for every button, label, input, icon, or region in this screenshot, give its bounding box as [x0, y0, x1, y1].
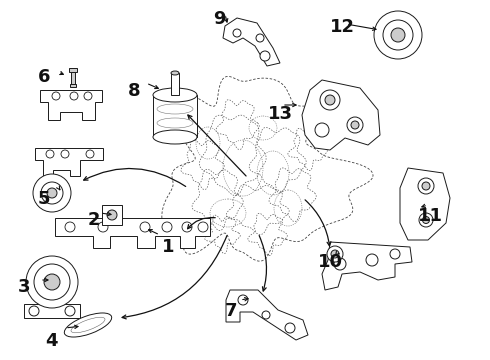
Circle shape: [198, 222, 208, 232]
Text: 2: 2: [88, 211, 100, 229]
Text: 13: 13: [268, 105, 293, 123]
Ellipse shape: [34, 264, 70, 300]
Text: 9: 9: [213, 10, 225, 28]
Ellipse shape: [26, 256, 78, 308]
Bar: [70, 84, 76, 87]
Circle shape: [366, 254, 378, 266]
Circle shape: [46, 150, 54, 158]
Bar: [153, 95, 197, 137]
Ellipse shape: [391, 28, 405, 42]
Circle shape: [70, 92, 78, 100]
Ellipse shape: [374, 11, 422, 59]
Polygon shape: [322, 242, 412, 290]
Circle shape: [315, 123, 329, 137]
Ellipse shape: [153, 88, 197, 102]
Circle shape: [256, 34, 264, 42]
Polygon shape: [302, 80, 380, 150]
Text: 6: 6: [38, 68, 50, 86]
Text: 1: 1: [162, 238, 174, 256]
Circle shape: [347, 117, 363, 133]
Circle shape: [52, 92, 60, 100]
Ellipse shape: [44, 274, 60, 290]
Circle shape: [351, 121, 359, 129]
Circle shape: [325, 95, 335, 105]
Circle shape: [334, 258, 346, 270]
Circle shape: [233, 29, 241, 37]
Circle shape: [262, 311, 270, 319]
Ellipse shape: [64, 313, 112, 337]
Circle shape: [98, 222, 108, 232]
Text: 3: 3: [18, 278, 30, 296]
Circle shape: [182, 222, 192, 232]
Circle shape: [140, 222, 150, 232]
Circle shape: [61, 150, 69, 158]
Polygon shape: [226, 290, 308, 340]
Circle shape: [238, 295, 248, 305]
Text: 5: 5: [38, 190, 50, 208]
Circle shape: [390, 249, 400, 259]
Polygon shape: [35, 148, 103, 176]
Ellipse shape: [47, 188, 57, 198]
Text: 10: 10: [318, 253, 343, 271]
Circle shape: [422, 216, 430, 224]
Bar: [24, 304, 80, 318]
Circle shape: [260, 51, 270, 61]
Ellipse shape: [41, 182, 63, 204]
Circle shape: [327, 246, 343, 262]
Bar: [171, 73, 179, 95]
Text: 12: 12: [330, 18, 355, 36]
Text: 8: 8: [128, 82, 141, 100]
Circle shape: [65, 306, 75, 316]
Circle shape: [107, 210, 117, 220]
Bar: [71, 72, 75, 84]
Bar: [69, 68, 77, 72]
Circle shape: [419, 213, 433, 227]
Circle shape: [162, 222, 172, 232]
Circle shape: [86, 150, 94, 158]
Circle shape: [285, 323, 295, 333]
Ellipse shape: [153, 130, 197, 144]
Polygon shape: [223, 18, 280, 66]
Ellipse shape: [33, 174, 71, 212]
Circle shape: [418, 178, 434, 194]
Circle shape: [331, 250, 339, 258]
Circle shape: [320, 90, 340, 110]
Circle shape: [29, 306, 39, 316]
Polygon shape: [40, 90, 102, 120]
Ellipse shape: [383, 20, 413, 50]
Ellipse shape: [171, 71, 179, 75]
Text: 11: 11: [418, 207, 443, 225]
Circle shape: [65, 222, 75, 232]
Polygon shape: [400, 168, 450, 240]
Text: 7: 7: [225, 302, 238, 320]
Circle shape: [84, 92, 92, 100]
Text: 4: 4: [45, 332, 57, 350]
Bar: [102, 205, 122, 225]
Polygon shape: [55, 218, 210, 248]
Polygon shape: [162, 76, 373, 261]
Circle shape: [422, 182, 430, 190]
